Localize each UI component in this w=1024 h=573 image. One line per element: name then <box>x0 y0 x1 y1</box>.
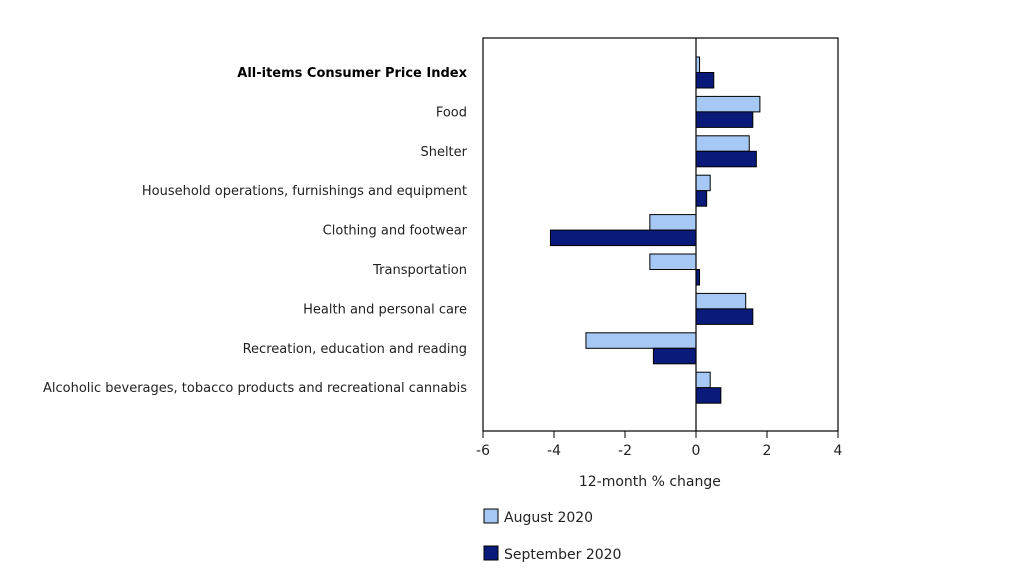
bar-september-2020 <box>695 387 722 404</box>
category-label: Transportation <box>372 263 467 278</box>
category-label: Health and personal care <box>303 302 467 317</box>
legend-swatch <box>483 508 499 524</box>
x-tick-label: -4 <box>547 443 561 459</box>
category-label: Shelter <box>420 145 467 160</box>
bar-september-2020 <box>652 347 697 365</box>
bar-september-2020 <box>695 150 757 168</box>
bar-september-2020 <box>695 190 708 207</box>
legend-label: August 2020 <box>504 510 593 526</box>
x-axis-ticks: -6 -4 -2 0 2 4 <box>476 431 843 459</box>
bar-september-2020 <box>695 308 754 325</box>
bar-september-2020 <box>695 111 754 128</box>
bar-august-2020 <box>695 292 747 310</box>
category-label: Alcoholic beverages, tobacco products an… <box>43 381 467 396</box>
category-labels: All-items Consumer Price Index Food Shelte… <box>43 66 468 396</box>
bar-august-2020 <box>649 214 697 231</box>
x-tick-label: 2 <box>763 443 772 459</box>
x-tick-label: -2 <box>618 443 632 459</box>
bar-september-2020 <box>549 229 697 247</box>
category-label: All-items Consumer Price Index <box>237 66 467 81</box>
legend-swatch <box>483 545 499 561</box>
x-tick-label: 4 <box>834 443 843 459</box>
x-tick-label: 0 <box>692 443 701 459</box>
x-axis-title: 12-month % change <box>579 474 721 490</box>
category-label: Recreation, education and reading <box>243 342 467 357</box>
category-label: Food <box>436 105 467 120</box>
category-label: Clothing and footwear <box>323 224 468 239</box>
bar-august-2020 <box>695 95 761 113</box>
legend-label: September 2020 <box>504 547 621 563</box>
bar-august-2020 <box>585 332 697 349</box>
x-tick-label: -6 <box>476 443 490 459</box>
legend: August 2020 September 2020 <box>483 508 621 563</box>
bar-august-2020 <box>695 135 750 152</box>
bar-august-2020 <box>649 253 697 270</box>
bar-august-2020 <box>695 174 711 192</box>
bar-august-2020 <box>695 371 711 389</box>
category-label: Household operations, furnishings and eq… <box>142 184 467 199</box>
bars <box>549 56 761 404</box>
bar-september-2020 <box>695 72 715 89</box>
plot-area-frame <box>482 37 839 432</box>
